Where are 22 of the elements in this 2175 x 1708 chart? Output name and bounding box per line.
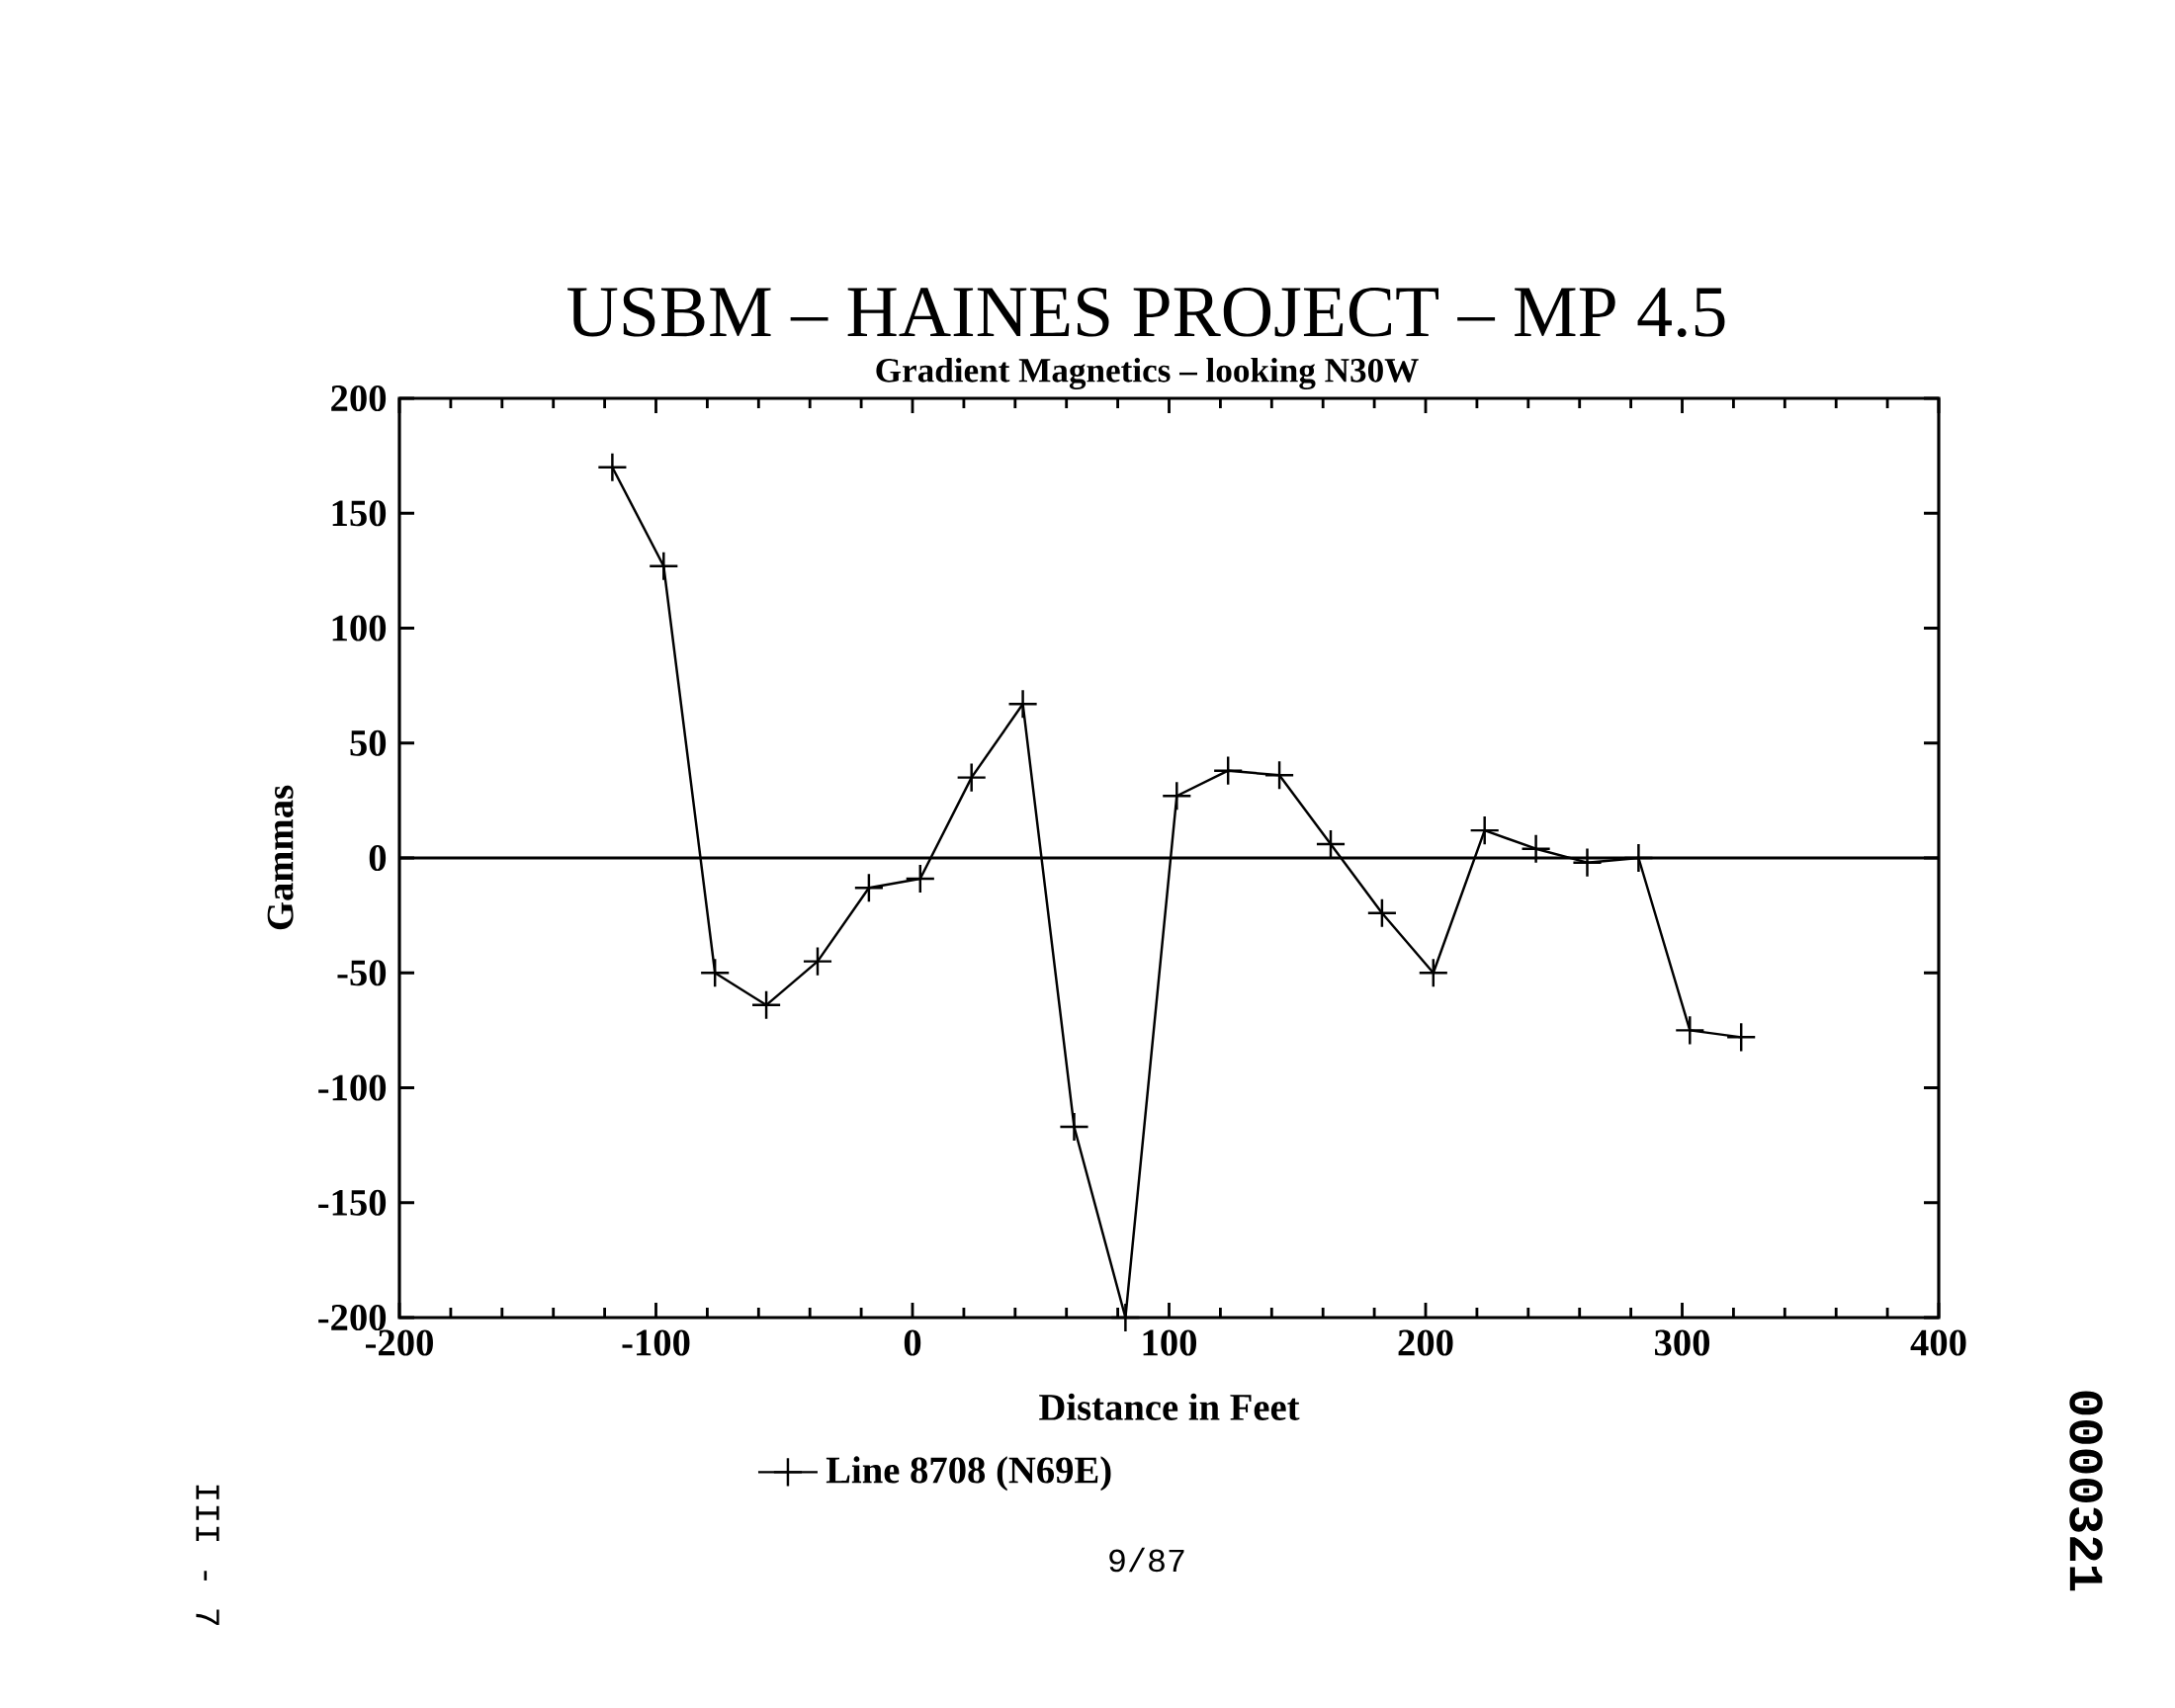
x-tick-label: -100	[622, 1329, 690, 1356]
y-tick-label: -150	[318, 1189, 387, 1216]
y-tick-label: 100	[332, 615, 387, 641]
text: 0000321	[2069, 1391, 2103, 1591]
y-tick-label: -50	[337, 960, 387, 986]
y-tick-label: 200	[331, 384, 387, 412]
x-axis-title: Distance in Feet	[1039, 1393, 1300, 1420]
y-axis-title: Gammas	[267, 785, 294, 930]
x-tick-label: 100	[1143, 1329, 1197, 1356]
x-tick-label: 400	[1910, 1329, 1966, 1356]
y-tick-label: 50	[350, 729, 387, 756]
y-tick-label: -100	[318, 1074, 387, 1101]
chart-subtitle: Gradient Magnetics – looking N30W	[876, 357, 1419, 390]
x-tick-label: 0	[904, 1329, 921, 1356]
y-tick-label: 0	[369, 844, 387, 872]
text: III - 7	[196, 1485, 219, 1626]
x-tick-label: 200	[1398, 1329, 1453, 1356]
legend-label: Line 8708 (N69E)	[826, 1456, 1111, 1492]
x-tick-label: 300	[1654, 1329, 1710, 1356]
text: 9/87	[1109, 1547, 1184, 1573]
y-tick-label: 150	[332, 500, 387, 527]
chart-title: USBM – HAINES PROJECT – MP 4.5	[567, 288, 1725, 337]
